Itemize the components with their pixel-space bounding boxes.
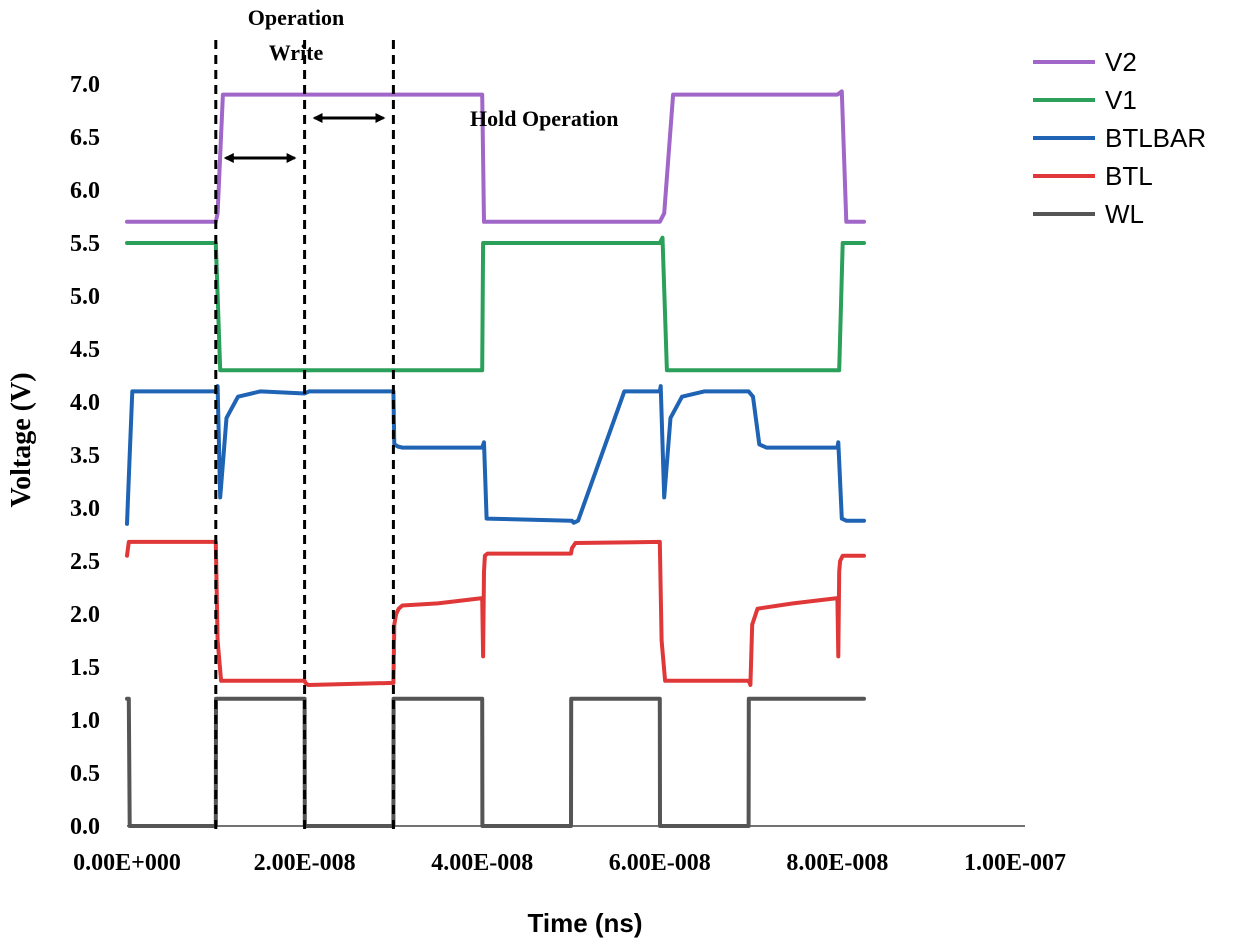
y-tick-label: 3.0 bbox=[70, 496, 100, 522]
annotation-label: Write bbox=[269, 40, 324, 65]
y-tick-label: 7.0 bbox=[70, 72, 100, 98]
y-tick-label: 1.5 bbox=[70, 655, 100, 681]
y-tick-label: 4.0 bbox=[70, 390, 100, 416]
series-line-btl bbox=[125, 539, 866, 687]
y-tick-label: 0.0 bbox=[70, 814, 100, 840]
y-axis-label: Voltage (V) bbox=[6, 372, 37, 507]
y-tick-label: 5.5 bbox=[70, 231, 100, 257]
legend-label-wl: WL bbox=[1105, 199, 1144, 229]
y-tick-label: 2.5 bbox=[70, 549, 100, 575]
legend-label-btl: BTL bbox=[1105, 161, 1153, 191]
series-line-v1 bbox=[125, 235, 866, 373]
annotation-label: Hold Operation bbox=[470, 106, 619, 131]
series-lines bbox=[125, 89, 866, 828]
legend-label-v2: V2 bbox=[1105, 47, 1137, 77]
x-tick-label: 0.00E+000 bbox=[73, 850, 181, 876]
x-tick-label: 8.00E-008 bbox=[786, 850, 888, 876]
x-tick-label: 6.00E-008 bbox=[609, 850, 711, 876]
tick-labels: 0.0 0.5 1.0 1.5 2.0 2.5 3.0 3.5 4.0 4.5 5.0 5.5 6.0 6… bbox=[70, 72, 1066, 876]
y-tick-label: 0.5 bbox=[70, 761, 100, 787]
y-tick-label: 1.0 bbox=[70, 708, 100, 734]
series-line-wl bbox=[125, 696, 866, 828]
legend-label-v1: V1 bbox=[1105, 85, 1137, 115]
annotations: Operation Write Hold Operation bbox=[223, 5, 619, 163]
x-axis-label: Time (ns) bbox=[527, 908, 642, 938]
y-tick-label: 3.5 bbox=[70, 443, 100, 469]
y-tick-label: 6.5 bbox=[70, 125, 100, 151]
legend: V2 V1 BTLBAR BTL WL bbox=[1033, 47, 1206, 229]
x-tick-label: 1.00E-007 bbox=[964, 850, 1066, 876]
series-line-v2 bbox=[125, 89, 866, 224]
reference-lines bbox=[214, 40, 395, 832]
x-tick-label: 4.00E-008 bbox=[431, 850, 533, 876]
legend-label-btlbar: BTLBAR bbox=[1105, 123, 1206, 153]
series-line-btlbar bbox=[125, 384, 866, 526]
y-tick-label: 6.0 bbox=[70, 178, 100, 204]
y-tick-label: 4.5 bbox=[70, 337, 100, 363]
y-tick-label: 5.0 bbox=[70, 284, 100, 310]
annotation-label: Operation bbox=[248, 5, 345, 30]
y-tick-label: 2.0 bbox=[70, 602, 100, 628]
x-tick-label: 2.00E-008 bbox=[254, 850, 356, 876]
